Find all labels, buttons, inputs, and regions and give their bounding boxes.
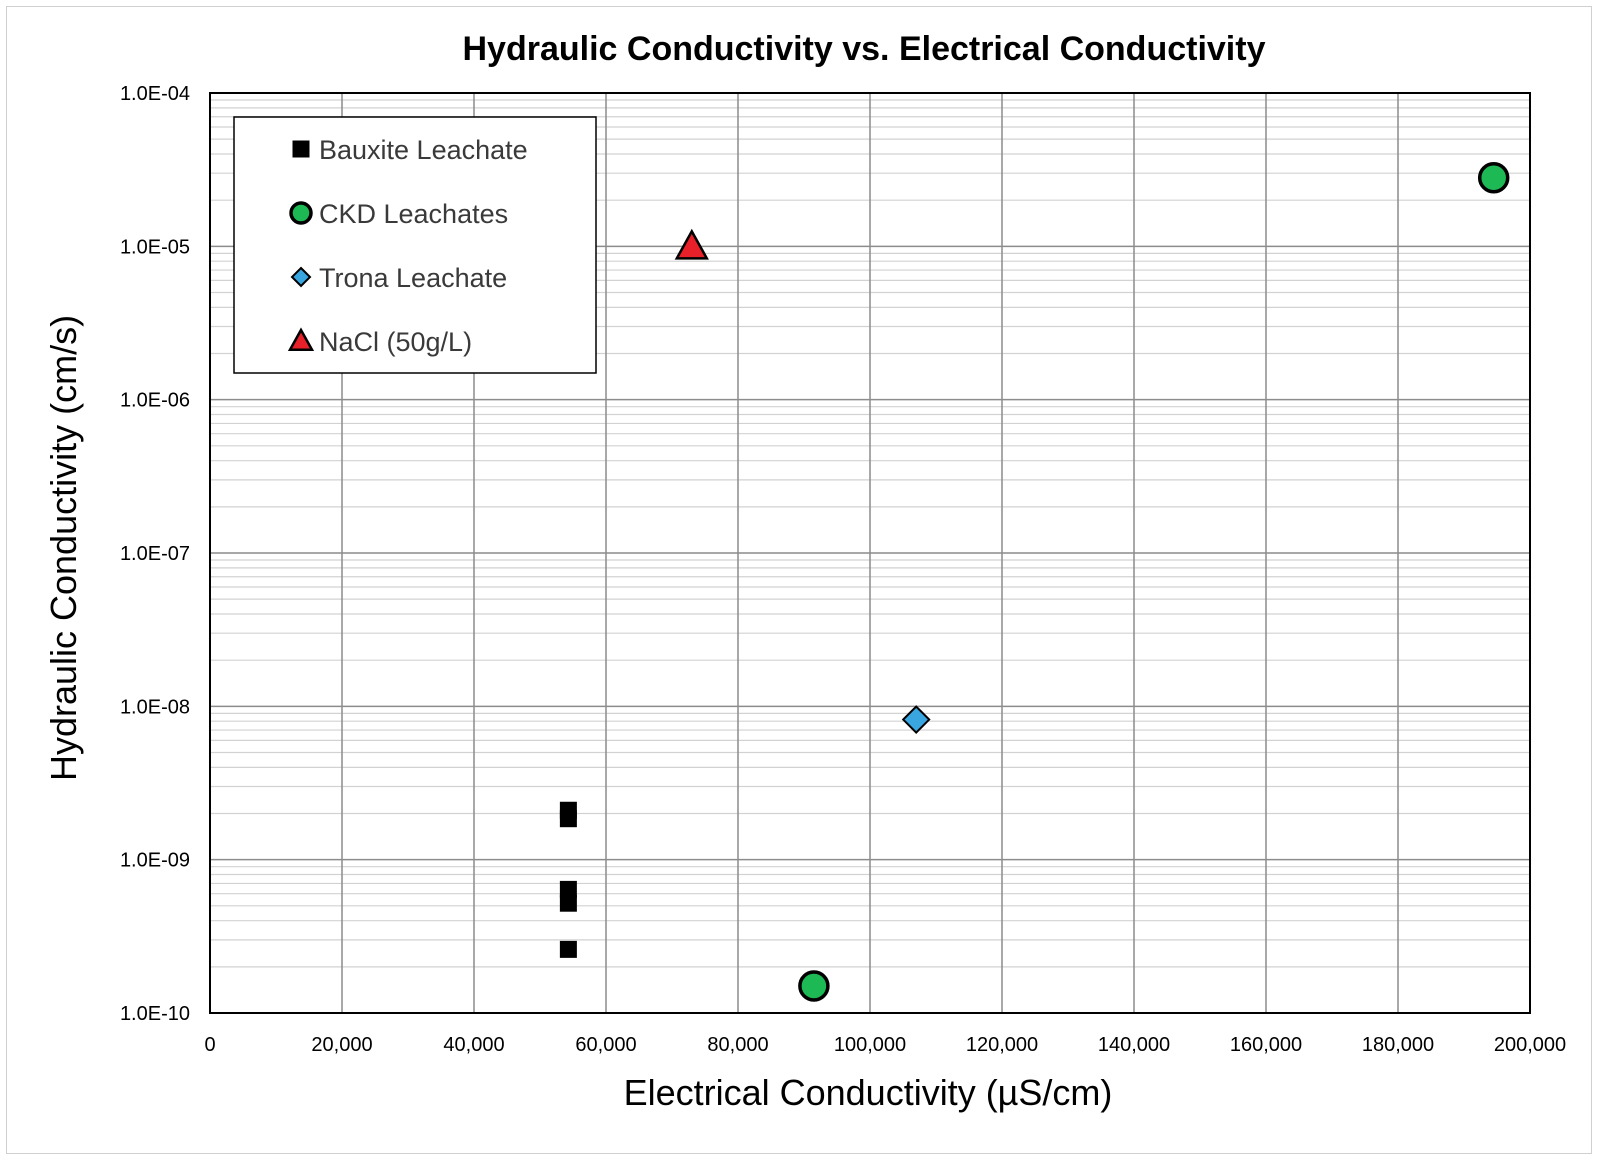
x-tick-label: 140,000 <box>1098 1034 1170 1056</box>
data-point-square <box>559 894 577 912</box>
legend-label: CKD Leachates <box>319 199 508 229</box>
data-point-circle <box>798 970 830 1002</box>
legend-marker-square <box>292 140 310 158</box>
y-tick-label: 1.0E-05 <box>120 236 190 258</box>
x-tick-label: 80,000 <box>707 1034 768 1056</box>
x-tick-label: 40,000 <box>443 1034 504 1056</box>
legend-label: Bauxite Leachate <box>319 135 528 165</box>
y-tick-label: 1.0E-04 <box>120 83 190 105</box>
y-axis-title: Hydraulic Conductivity (cm/s) <box>43 315 84 781</box>
y-tick-label: 1.0E-10 <box>120 1003 190 1025</box>
legend-label: NaCl (50g/L) <box>319 327 472 357</box>
plot-area-border <box>209 92 1531 1014</box>
y-tick-label: 1.0E-09 <box>120 850 190 872</box>
x-tick-label: 180,000 <box>1362 1034 1434 1056</box>
x-tick-label: 100,000 <box>834 1034 906 1056</box>
data-point-circle <box>1477 162 1510 194</box>
x-axis-title: Electrical Conductivity (µS/cm) <box>624 1072 1113 1113</box>
legend-marker-diamond <box>290 266 312 288</box>
legend-marker-circle <box>289 201 313 225</box>
data-point-square <box>559 940 577 958</box>
y-tick-label: 1.0E-07 <box>120 543 190 565</box>
x-tick-label: 60,000 <box>575 1034 636 1056</box>
data-point-square <box>559 810 577 828</box>
x-tick-label: 0 <box>204 1034 215 1056</box>
x-tick-label: 160,000 <box>1230 1034 1302 1056</box>
x-tick-label: 120,000 <box>966 1034 1038 1056</box>
chart-frame <box>6 6 1592 1154</box>
chart-title: Hydraulic Conductivity vs. Electrical Co… <box>463 30 1266 68</box>
data-point-triangle <box>674 228 709 260</box>
legend-marker-triangle <box>287 327 315 352</box>
tick-layer: 0 20,000 40,000 60,000 80,000 100,000 120,000 1… <box>120 83 1566 1056</box>
legend: Bauxite Leachate CKD Leachates Trona Leach… <box>233 116 597 374</box>
legend-label: Trona Leachate <box>319 263 507 293</box>
x-tick-label: 200,000 <box>1494 1034 1566 1056</box>
y-tick-label: 1.0E-06 <box>120 390 190 412</box>
x-tick-label: 20,000 <box>311 1034 372 1056</box>
data-point-diamond <box>901 705 931 734</box>
data-point-layer <box>559 162 1510 1002</box>
y-tick-label: 1.0E-08 <box>120 696 190 718</box>
legend-box <box>233 116 597 374</box>
